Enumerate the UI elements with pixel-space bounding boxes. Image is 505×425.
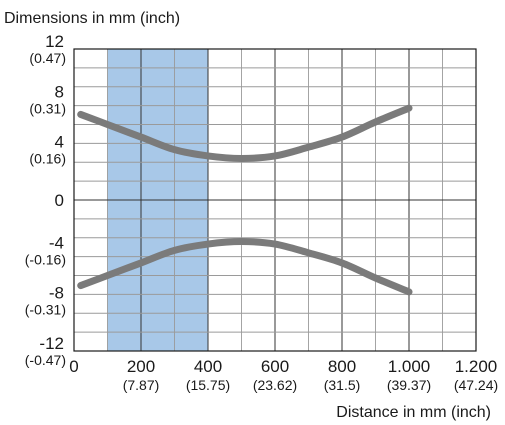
series-lower-line: [77, 238, 413, 296]
x-tick-label: 800: [328, 357, 356, 376]
y-tick-label: -4: [49, 233, 64, 252]
y-tick-label: 4: [55, 133, 64, 152]
x-tick-sublabel: (39.37): [387, 377, 431, 393]
series-upper-line: [77, 104, 413, 162]
x-tick-label: 400: [194, 357, 222, 376]
y-tick-sublabel: (-0.31): [25, 302, 66, 318]
y-axis-label: Dimensions in mm (inch): [4, 10, 180, 27]
x-tick-sublabel: (31.5): [324, 377, 361, 393]
y-tick-label: 0: [55, 191, 64, 210]
y-tick-sublabel: (-0.47): [25, 352, 66, 368]
y-tick-sublabel: (0.16): [29, 151, 66, 167]
x-tick-label: 200: [127, 357, 155, 376]
y-tick-label: 8: [55, 82, 64, 101]
y-tick-sublabel: (-0.16): [25, 251, 66, 267]
y-tick-label: -12: [39, 334, 64, 353]
x-tick-sublabel: (23.62): [253, 377, 297, 393]
y-tick-sublabel: (0.47): [29, 50, 66, 66]
x-tick-label: 1.200: [455, 357, 498, 376]
y-tick-label: -8: [49, 284, 64, 303]
y-tick-labels: 12(0.47) 8(0.31) 4(0.16) 0 -4(-0.16) -8(-0.31…: [25, 32, 66, 368]
x-tick-sublabel: (47.24): [454, 377, 498, 393]
grid: [74, 49, 476, 351]
x-tick-label: 600: [261, 357, 289, 376]
series-group: [77, 104, 413, 296]
x-tick-labels: 0 200(7.87) 400(15.75) 600(23.62) 800(31.5) 1…: [69, 357, 498, 393]
x-tick-label: 1.000: [388, 357, 431, 376]
y-tick-label: 12: [45, 32, 64, 51]
x-tick-sublabel: (15.75): [186, 377, 230, 393]
x-tick-sublabel: (7.87): [123, 377, 160, 393]
x-axis-label: Distance in mm (inch): [336, 404, 491, 421]
plot-frame: [73, 48, 477, 352]
y-tick-sublabel: (0.31): [29, 100, 66, 116]
x-tick-label: 0: [69, 357, 78, 376]
